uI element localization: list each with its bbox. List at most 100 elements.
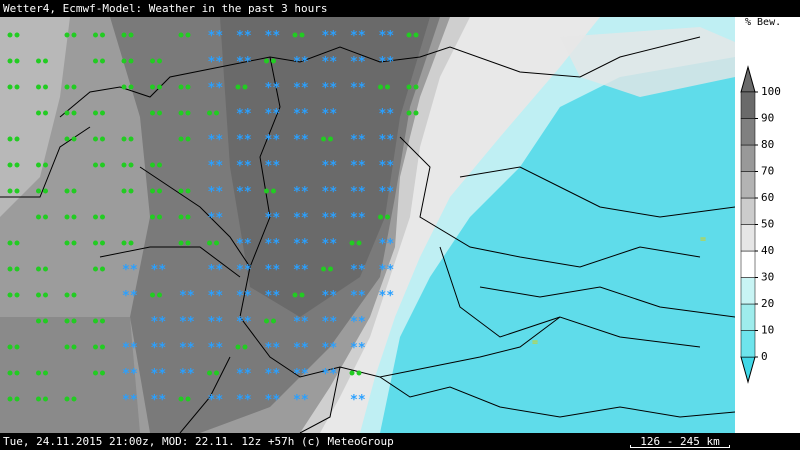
snow-symbol: **	[350, 133, 366, 148]
snow-symbol: **	[350, 55, 366, 70]
colorbar-tick-label: 0	[761, 350, 768, 363]
snow-symbol: **	[208, 185, 224, 200]
rain-symbol	[406, 110, 412, 116]
legend-unit: % Bew.	[745, 17, 782, 28]
rain-symbol	[413, 84, 419, 90]
rain-symbol	[14, 240, 20, 246]
rain-symbol	[100, 370, 105, 376]
rain-symbol	[7, 396, 13, 402]
snow-symbol: **	[293, 341, 309, 356]
rain-symbol	[178, 240, 184, 246]
rain-symbol	[43, 214, 48, 220]
rain-symbol	[214, 110, 219, 116]
rain-symbol	[150, 84, 155, 90]
map: ** ** ** ** ** ** ** ** ** ** ** ** ** ** ** ** ** ** ** **…	[0, 17, 735, 433]
snow-symbol: **	[236, 107, 252, 122]
rain-symbol	[93, 58, 98, 64]
rain-symbol	[321, 136, 326, 142]
rain-symbol	[43, 162, 48, 168]
rain-symbol	[385, 84, 390, 90]
snow-symbol: **	[350, 341, 366, 356]
snow-symbol: **	[265, 237, 281, 252]
rain-symbol	[185, 84, 191, 90]
rain-symbol	[93, 32, 98, 38]
rain-symbol	[185, 188, 191, 194]
rain-symbol	[36, 110, 41, 116]
scale-bar	[630, 445, 730, 448]
rain-symbol	[36, 370, 41, 376]
rain-symbol	[178, 84, 184, 90]
rain-symbol	[43, 84, 48, 90]
snow-symbol: **	[379, 159, 395, 174]
snow-symbol: **	[293, 185, 309, 200]
rain-symbol	[64, 136, 70, 142]
snow-symbol: **	[236, 263, 252, 278]
snow-symbol: **	[322, 341, 338, 356]
rain-symbol	[64, 32, 70, 38]
rain-symbol	[64, 84, 70, 90]
snow-symbol: **	[151, 393, 167, 408]
rain-symbol	[150, 58, 155, 64]
snow-symbol: **	[322, 315, 338, 330]
rain-symbol	[14, 136, 20, 142]
colorbar-segment	[740, 118, 756, 146]
rain-symbol	[121, 162, 127, 168]
snow-symbol: **	[322, 29, 338, 44]
rain-symbol	[43, 396, 48, 402]
colorbar-tick-label: 80	[761, 138, 774, 151]
snow-symbol: **	[236, 159, 252, 174]
rain-symbol	[14, 292, 20, 298]
rain-symbol	[36, 162, 41, 168]
colorbar-segment	[740, 197, 756, 225]
rain-symbol	[7, 292, 13, 298]
rain-symbol	[207, 370, 212, 376]
snow-symbol: **	[265, 393, 281, 408]
rain-symbol	[93, 240, 98, 246]
snow-symbol: **	[293, 55, 309, 70]
rain-symbol	[14, 370, 20, 376]
rain-symbol	[356, 370, 362, 376]
rain-symbol	[100, 32, 105, 38]
rain-symbol	[100, 162, 105, 168]
rain-symbol	[100, 214, 105, 220]
rain-symbol	[71, 32, 77, 38]
rain-symbol	[43, 370, 48, 376]
colorbar-tick-label: 40	[761, 244, 774, 257]
rain-symbol	[271, 188, 276, 194]
header-bar: Wetter4, Ecmwf-Model: Weather in the pas…	[0, 0, 800, 17]
rain-symbol	[214, 240, 219, 246]
rain-symbol	[36, 188, 41, 194]
snow-symbol: **	[293, 237, 309, 252]
rain-symbol	[150, 292, 155, 298]
rain-symbol	[71, 318, 77, 324]
rain-symbol	[157, 188, 162, 194]
rain-symbol	[299, 292, 305, 298]
colorbar-tick-label: 90	[761, 112, 774, 125]
snow-symbol: **	[151, 341, 167, 356]
rain-symbol	[71, 344, 77, 350]
colorbar-segment	[740, 91, 756, 119]
snow-symbol: **	[350, 263, 366, 278]
legend: 0 10 20 30 40 50 60 70 80 90 100	[740, 65, 781, 384]
colorbar-segment	[740, 171, 756, 199]
rain-symbol	[43, 110, 48, 116]
rain-symbol	[121, 32, 127, 38]
rain-symbol	[292, 292, 298, 298]
snow-symbol: **	[350, 159, 366, 174]
colorbar-tick-label: 20	[761, 297, 774, 310]
rain-symbol	[150, 110, 155, 116]
snow-symbol: **	[322, 107, 338, 122]
snow-symbol: **	[350, 393, 366, 408]
rain-symbol	[349, 240, 355, 246]
snow-symbol: **	[236, 185, 252, 200]
rain-symbol	[264, 58, 269, 64]
snow-symbol: **	[208, 315, 224, 330]
snow-symbol: **	[208, 263, 224, 278]
rain-symbol	[178, 214, 184, 220]
rain-symbol	[71, 396, 77, 402]
snow-symbol: **	[293, 107, 309, 122]
rain-symbol	[128, 162, 134, 168]
rain-symbol	[14, 344, 20, 350]
rain-symbol	[378, 214, 383, 220]
snow-symbol: **	[350, 211, 366, 226]
